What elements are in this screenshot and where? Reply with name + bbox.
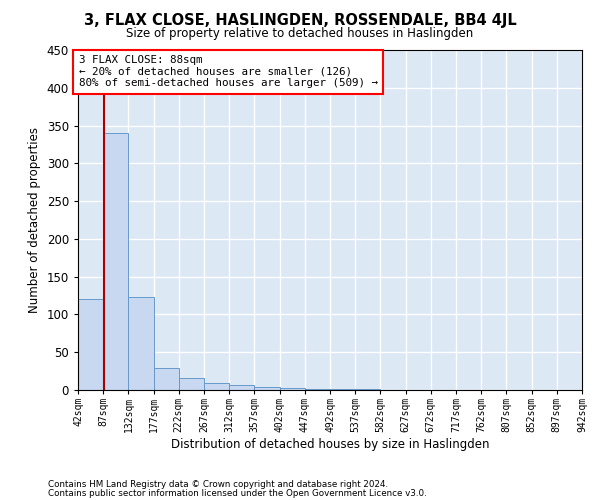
Bar bbox=[280, 388, 305, 390]
Bar bbox=[179, 378, 204, 390]
Bar bbox=[330, 389, 355, 390]
Y-axis label: Number of detached properties: Number of detached properties bbox=[28, 127, 41, 313]
Bar bbox=[103, 133, 128, 390]
Text: 3, FLAX CLOSE, HASLINGDEN, ROSSENDALE, BB4 4JL: 3, FLAX CLOSE, HASLINGDEN, ROSSENDALE, B… bbox=[83, 12, 517, 28]
Bar bbox=[204, 383, 229, 390]
Text: Contains HM Land Registry data © Crown copyright and database right 2024.: Contains HM Land Registry data © Crown c… bbox=[48, 480, 388, 489]
Bar bbox=[355, 389, 380, 390]
Text: Contains public sector information licensed under the Open Government Licence v3: Contains public sector information licen… bbox=[48, 489, 427, 498]
Bar bbox=[154, 368, 179, 390]
Bar bbox=[229, 386, 254, 390]
X-axis label: Distribution of detached houses by size in Haslingden: Distribution of detached houses by size … bbox=[171, 438, 489, 451]
Bar bbox=[254, 387, 280, 390]
Text: Size of property relative to detached houses in Haslingden: Size of property relative to detached ho… bbox=[127, 28, 473, 40]
Bar bbox=[305, 389, 330, 390]
Bar bbox=[128, 297, 154, 390]
Bar bbox=[78, 300, 103, 390]
Text: 3 FLAX CLOSE: 88sqm
← 20% of detached houses are smaller (126)
80% of semi-detac: 3 FLAX CLOSE: 88sqm ← 20% of detached ho… bbox=[79, 56, 377, 88]
